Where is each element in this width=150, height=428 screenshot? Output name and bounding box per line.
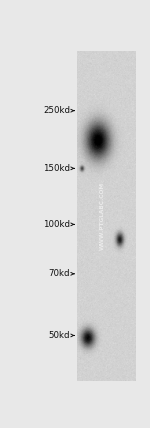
Text: 250kd: 250kd [43, 106, 70, 115]
Text: 50kd: 50kd [48, 331, 70, 340]
Text: WWW.PTGLABC.COM: WWW.PTGLABC.COM [100, 182, 105, 250]
Text: 70kd: 70kd [48, 269, 70, 278]
Text: 150kd: 150kd [43, 164, 70, 173]
Text: 100kd: 100kd [43, 220, 70, 229]
Bar [77, 51, 135, 381]
